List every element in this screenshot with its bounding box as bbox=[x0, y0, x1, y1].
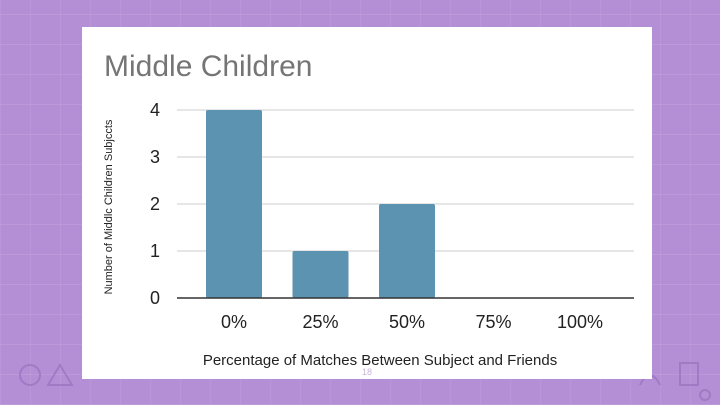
x-tick-label: 100% bbox=[557, 312, 603, 332]
chart-card: Middle Children Number of Middlc Childre… bbox=[82, 27, 652, 379]
y-tick-labels: 0 1 2 3 4 bbox=[150, 100, 160, 308]
x-tick-label: 0% bbox=[221, 312, 247, 332]
page-number: 18 bbox=[361, 367, 372, 377]
bar-50pct bbox=[379, 204, 435, 298]
y-tick-label: 4 bbox=[150, 100, 160, 120]
doodle-triangle-icon bbox=[46, 363, 74, 386]
doodle-dot-icon bbox=[699, 389, 711, 401]
doodle-circle-icon bbox=[19, 364, 41, 386]
bar-25pct bbox=[292, 251, 349, 298]
x-axis-label: Percentage of Matches Between Subject an… bbox=[203, 352, 557, 369]
bars bbox=[206, 110, 435, 298]
doodle-notebook-icon bbox=[679, 362, 699, 386]
x-tick-labels: 0% 25% 50% 75% 100% bbox=[221, 312, 603, 332]
y-tick-label: 3 bbox=[150, 147, 160, 167]
y-tick-label: 0 bbox=[150, 288, 160, 308]
x-tick-label: 50% bbox=[389, 312, 425, 332]
bar-0pct bbox=[206, 110, 262, 298]
chart-title: Middle Children bbox=[104, 50, 312, 83]
x-tick-label: 75% bbox=[475, 312, 511, 332]
x-tick-label: 25% bbox=[302, 312, 338, 332]
y-tick-label: 2 bbox=[150, 194, 160, 214]
bar-chart: Middle Children Number of Middlc Childre… bbox=[103, 50, 634, 369]
y-axis-label: Number of Middlc Children Subjccts bbox=[103, 119, 115, 294]
y-tick-label: 1 bbox=[150, 241, 160, 261]
